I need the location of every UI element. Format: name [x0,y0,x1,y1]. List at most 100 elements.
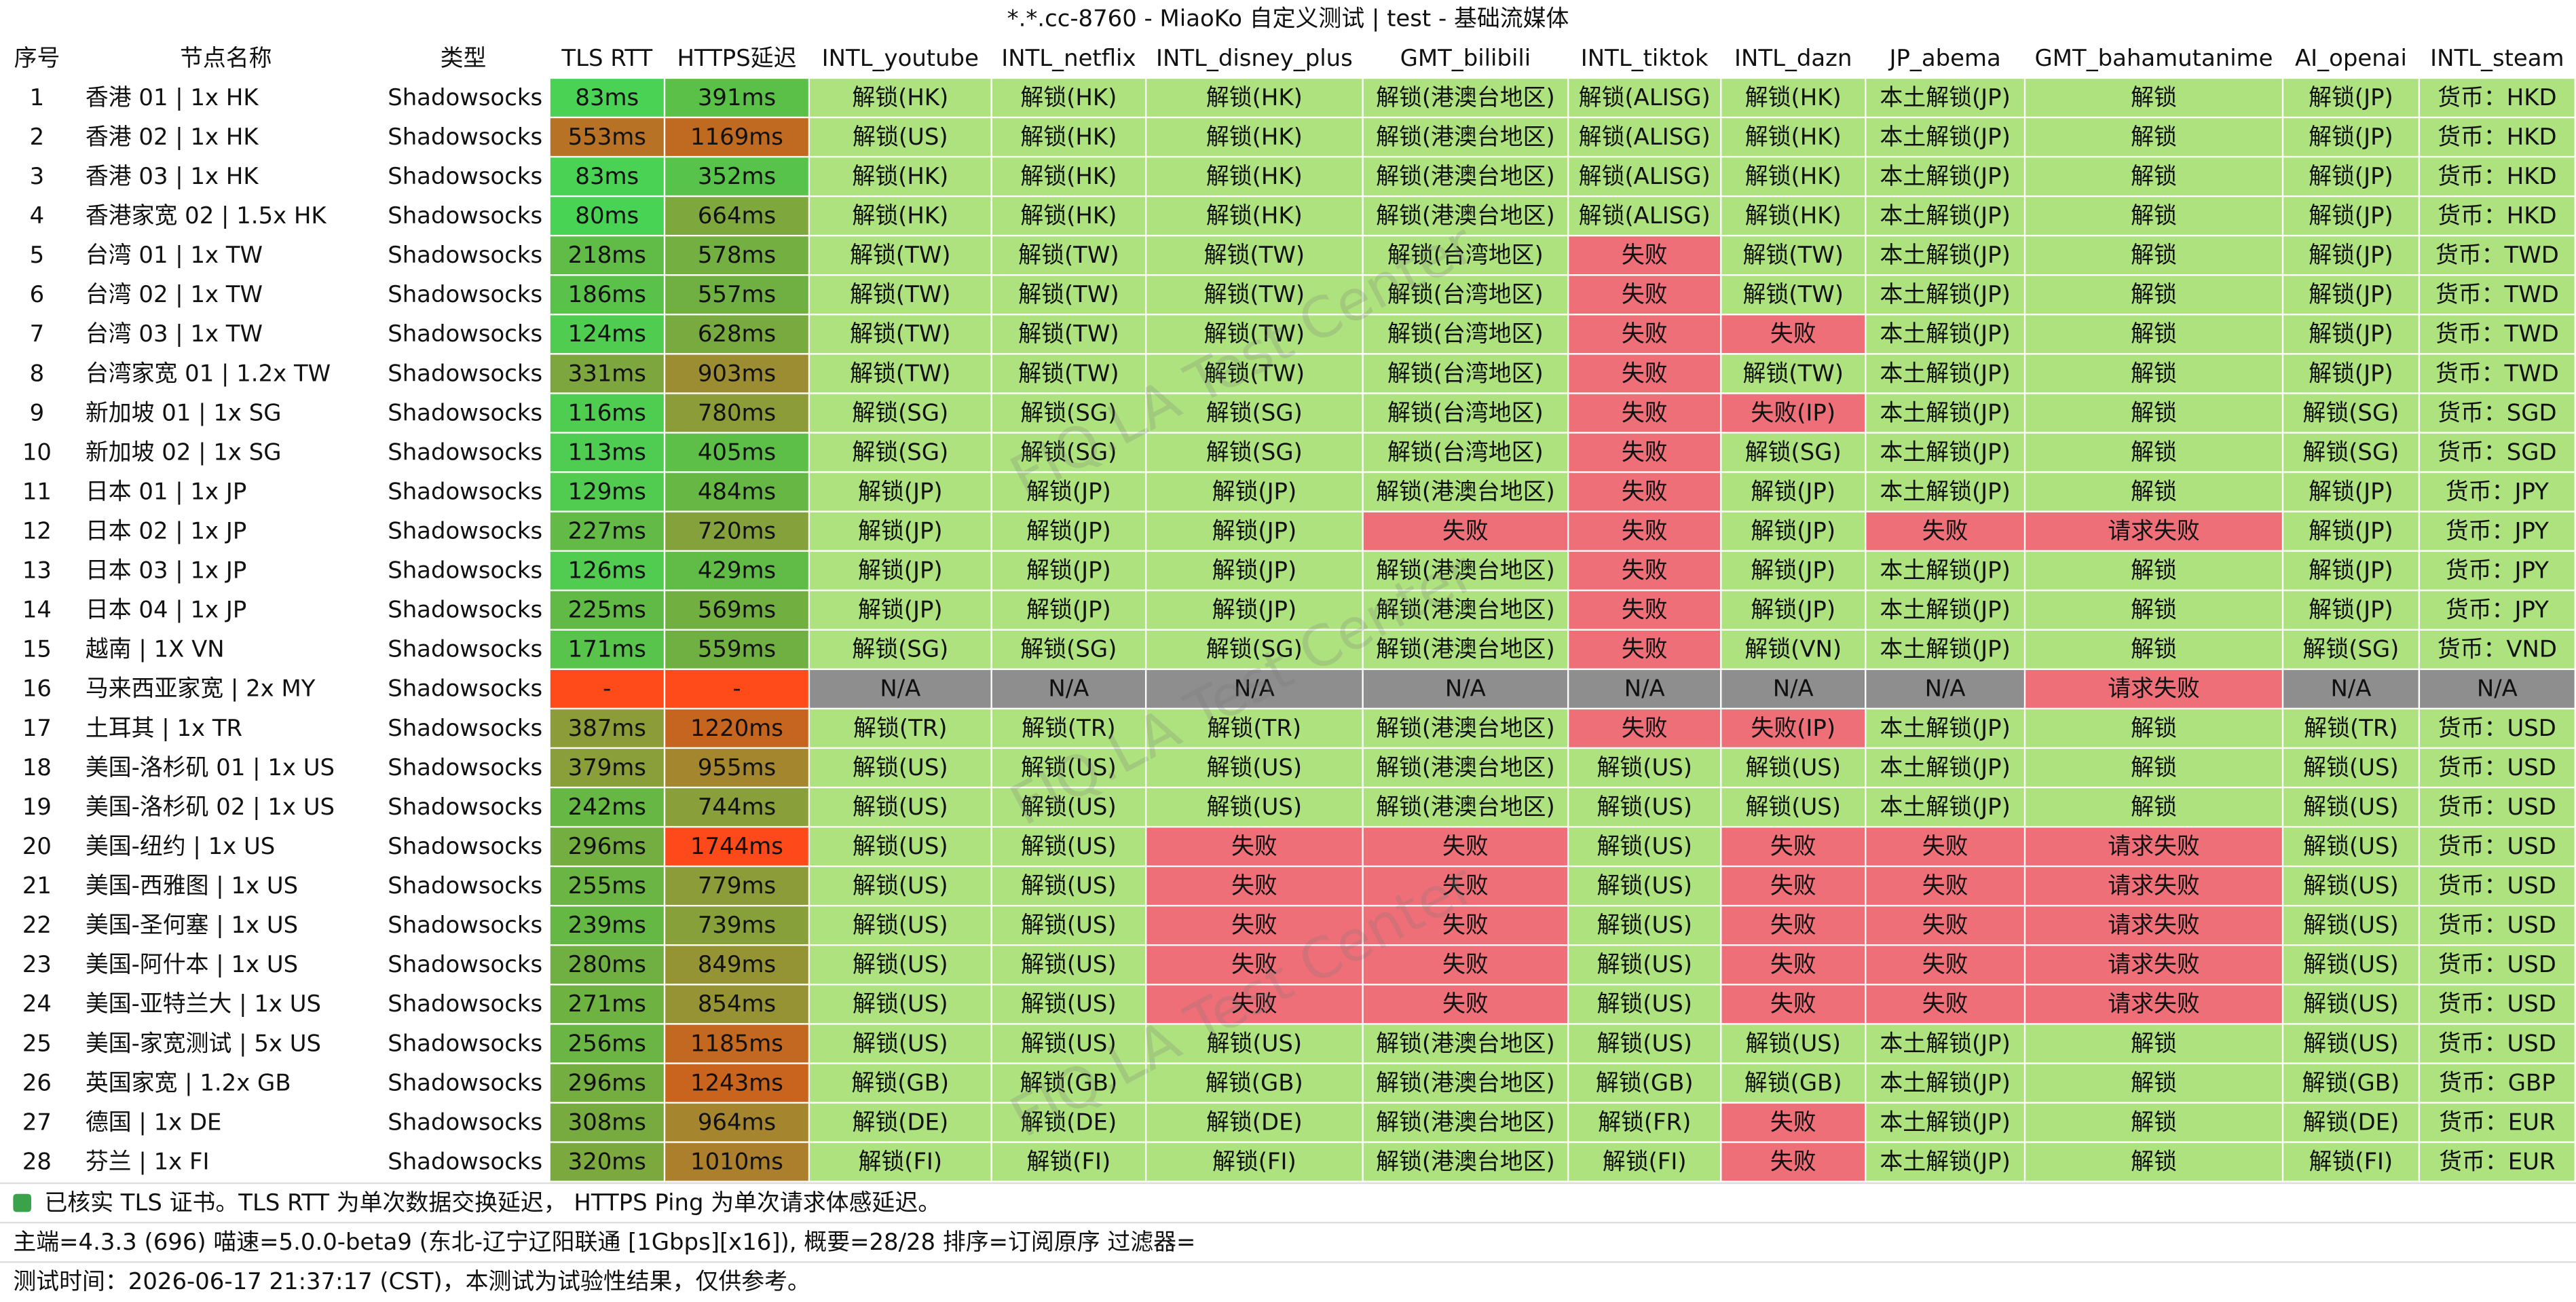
latency-cell: 628ms [665,315,810,355]
status-cell: 本土解锁(JP) [1866,157,2026,198]
table-cell: Shadowsocks [377,1064,550,1104]
status-cell: 货币：TWD [2420,236,2576,276]
status-cell: 解锁(港澳台地区) [1363,1142,1569,1183]
table-cell: 27 [0,1103,76,1143]
status-cell: 解锁(US) [810,749,992,789]
table-cell: 3 [0,157,76,198]
table-cell: Shadowsocks [377,512,550,552]
column-header: GMT_bahamutanime [2026,39,2284,79]
status-cell: 解锁(港澳台地区) [1363,630,1569,671]
latency-cell: 484ms [665,472,810,513]
status-cell: 货币：EUR [2420,1142,2576,1183]
status-cell: 解锁(US) [992,749,1147,789]
table-cell: Shadowsocks [377,118,550,158]
status-cell: 解锁(US) [1146,749,1364,789]
status-cell: 解锁(FI) [1569,1142,1722,1183]
status-cell: 解锁 [2026,118,2284,158]
status-cell: 解锁(US) [1569,867,1722,907]
table-cell: 10 [0,433,76,473]
status-cell: 解锁(HK) [1146,118,1364,158]
status-cell: 解锁(TW) [1146,236,1364,276]
status-cell: 解锁(TW) [1721,276,1867,316]
status-cell: 解锁 [2026,1103,2284,1143]
table-cell: Shadowsocks [377,79,550,119]
status-cell: 解锁 [2026,749,2284,789]
status-cell: 解锁(US) [810,867,992,907]
column-header: AI_openai [2283,39,2421,79]
status-cell: 解锁(台湾地区) [1363,276,1569,316]
status-cell: 失败 [1721,1103,1867,1143]
table-cell: 21 [0,867,76,907]
status-cell: 失败 [1866,867,2026,907]
column-header: INTL_tiktok [1569,39,1722,79]
table-cell: Shadowsocks [377,315,550,355]
table-cell: 美国-洛杉矶 02 | 1x US [75,788,378,828]
status-cell: 解锁 [2026,551,2284,591]
status-cell: 解锁(GB) [1569,1064,1722,1104]
latency-cell: 320ms [550,1142,666,1183]
status-cell: 货币：TWD [2420,276,2576,316]
column-header: GMT_bilibili [1363,39,1569,79]
status-cell: 解锁(JP) [1146,472,1364,513]
status-cell: 解锁(HK) [1721,79,1867,119]
status-cell: 失败 [1569,276,1722,316]
status-cell: 解锁 [2026,1142,2284,1183]
latency-cell: 429ms [665,551,810,591]
table-cell: 15 [0,630,76,671]
status-cell: 本土解锁(JP) [1866,354,2026,394]
column-header: INTL_netflix [992,39,1147,79]
status-cell: 解锁(HK) [1146,197,1364,237]
status-cell: 解锁(US) [2283,867,2421,907]
column-header: 类型 [377,39,550,79]
status-cell: 解锁 [2026,472,2284,513]
latency-cell: 569ms [665,591,810,631]
status-cell: 解锁 [2026,1024,2284,1064]
status-cell: 失败(IP) [1721,394,1867,434]
status-cell: 解锁(JP) [1146,551,1364,591]
table-cell: 日本 02 | 1x JP [75,512,378,552]
status-cell: 失败 [1569,512,1722,552]
status-cell: 解锁(港澳台地区) [1363,749,1569,789]
table-cell: Shadowsocks [377,906,550,946]
table-cell: Shadowsocks [377,472,550,513]
table-cell: 台湾家宽 01 | 1.2x TW [75,354,378,394]
status-cell: 失败 [1569,551,1722,591]
table-cell: 美国-亚特兰大 | 1x US [75,985,378,1025]
table-cell: 20 [0,827,76,868]
status-cell: 货币：USD [2420,1024,2576,1064]
table-cell: 25 [0,1024,76,1064]
status-cell: 本土解锁(JP) [1866,1103,2026,1143]
table-cell: 5 [0,236,76,276]
status-cell: N/A [1146,670,1364,710]
status-cell: 失败 [1721,315,1867,355]
status-cell: 解锁(台湾地区) [1363,394,1569,434]
status-cell: 解锁(TR) [1146,709,1364,749]
latency-cell: 239ms [550,906,666,946]
status-cell: 解锁(TW) [992,236,1147,276]
status-cell: 解锁(ALISG) [1569,79,1722,119]
status-cell: 本土解锁(JP) [1866,1142,2026,1183]
status-cell: 解锁(US) [992,985,1147,1025]
status-cell: 货币：GBP [2420,1064,2576,1104]
status-cell: 解锁(JP) [810,591,992,631]
status-cell: 解锁(FI) [1146,1142,1364,1183]
status-cell: 解锁(JP) [2283,79,2421,119]
status-cell: 失败 [1363,512,1569,552]
table-cell: 8 [0,354,76,394]
latency-cell: - [665,670,810,710]
status-cell: 失败 [1569,394,1722,434]
status-cell: 解锁 [2026,394,2284,434]
status-cell: 解锁(HK) [992,157,1147,198]
latency-cell: 225ms [550,591,666,631]
status-cell: 货币：JPY [2420,512,2576,552]
status-cell: 解锁(DE) [810,1103,992,1143]
status-cell: 解锁(HK) [992,118,1147,158]
table-cell: 19 [0,788,76,828]
footer-line: 测试时间：2026-06-17 21:37:17 (CST)，本测试为试验性结果… [0,1261,2576,1301]
status-cell: 解锁(GB) [2283,1064,2421,1104]
status-cell: 解锁(TW) [1721,236,1867,276]
status-cell: 解锁(US) [1569,749,1722,789]
status-cell: 解锁(台湾地区) [1363,315,1569,355]
status-cell: 解锁(JP) [1146,591,1364,631]
status-cell: 解锁(TW) [810,315,992,355]
